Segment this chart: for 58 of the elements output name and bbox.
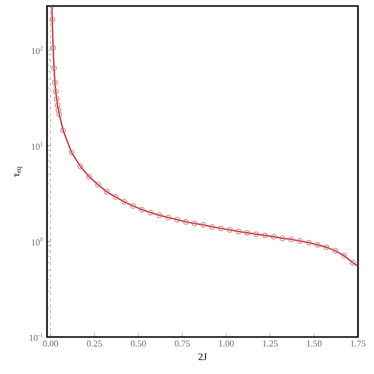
x-tick-label: 1.50 <box>307 340 322 347</box>
point <box>78 163 84 170</box>
point <box>253 231 259 238</box>
y-tick-label: 10$^{2}$ <box>32 46 43 54</box>
y-tick-label: 10$^{0}$ <box>32 237 43 246</box>
x-tick-label: 1.25 <box>263 340 278 347</box>
point <box>112 194 118 200</box>
x-tick-label: 0.50 <box>130 340 146 347</box>
x-tick-label: 0.75 <box>174 340 190 347</box>
point <box>270 234 277 240</box>
x-tick-label: 0.25 <box>86 340 102 347</box>
point <box>350 260 356 266</box>
point <box>218 225 224 232</box>
x-tick-label: 1.75 <box>350 340 366 347</box>
point <box>139 206 145 212</box>
point <box>174 216 180 222</box>
point <box>68 150 74 156</box>
point <box>56 112 62 118</box>
point <box>54 102 60 108</box>
x-axis-title: 2J <box>198 353 207 360</box>
point <box>244 230 250 236</box>
point <box>95 182 101 188</box>
point <box>226 227 233 233</box>
point <box>130 203 136 209</box>
point <box>52 80 58 86</box>
y-axis-title: τ$_{eq}$ <box>14 166 22 177</box>
line-series <box>51 6 358 267</box>
point <box>52 88 59 94</box>
point <box>165 214 172 220</box>
point <box>280 235 286 242</box>
point <box>51 65 57 71</box>
point <box>324 244 330 250</box>
x-tick-label: 1.00 <box>219 340 234 347</box>
point <box>288 236 294 242</box>
point <box>236 228 242 234</box>
point <box>332 248 338 254</box>
point <box>192 220 198 226</box>
point <box>341 252 347 258</box>
point <box>314 242 320 248</box>
point <box>156 212 162 218</box>
point <box>182 219 189 225</box>
point <box>297 238 303 244</box>
point <box>306 240 312 246</box>
point <box>56 107 62 113</box>
point <box>121 199 128 205</box>
point <box>86 174 92 180</box>
point <box>60 128 66 134</box>
x-tick-label: 0.00 <box>43 340 58 347</box>
point <box>54 96 60 102</box>
point <box>50 44 56 51</box>
point <box>148 210 154 216</box>
y-tick-label: 10$^{1}$ <box>32 142 43 150</box>
point <box>209 224 216 230</box>
point <box>200 222 206 228</box>
point <box>49 16 56 22</box>
point <box>104 188 110 195</box>
y-tick-label: 10$^{-1}$ <box>30 333 43 341</box>
point <box>262 232 268 238</box>
